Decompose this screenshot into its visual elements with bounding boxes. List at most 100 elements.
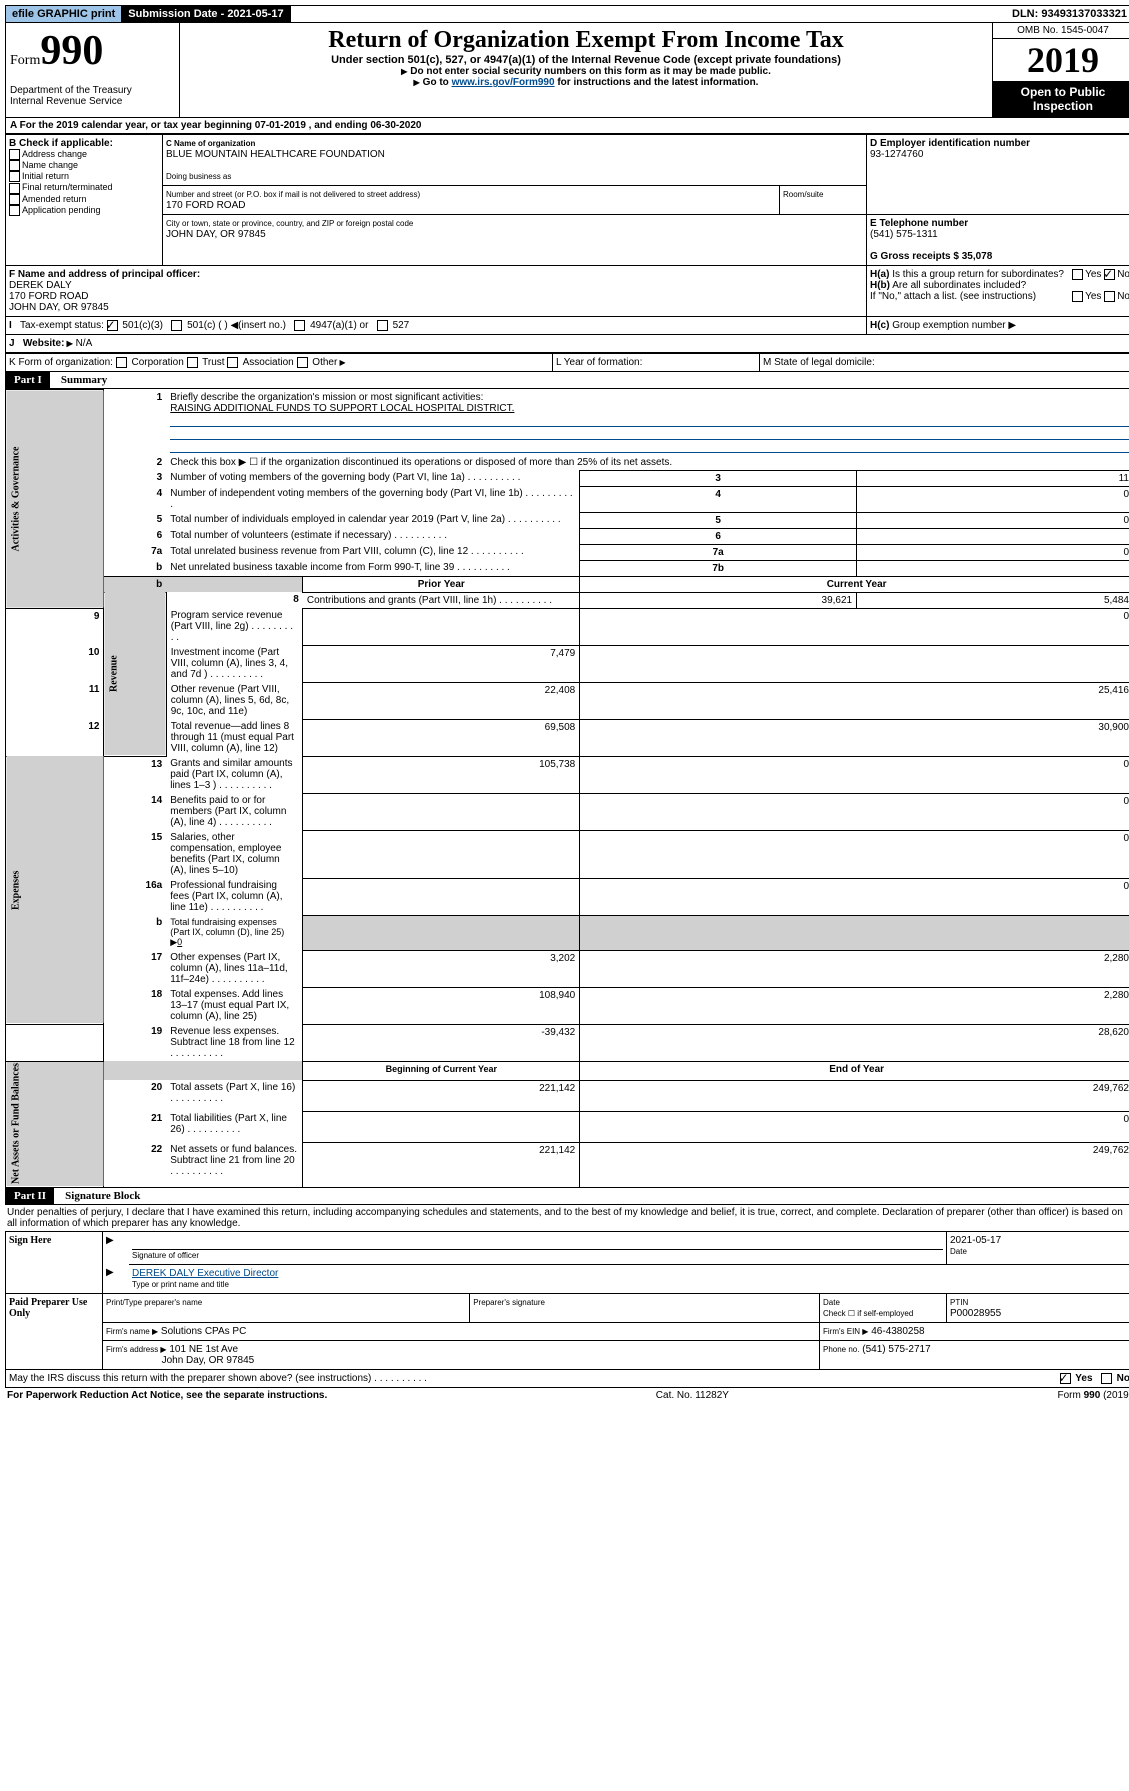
val-8p: 39,621 — [580, 592, 857, 608]
line18: Total expenses. Add lines 13–17 (must eq… — [166, 987, 303, 1024]
val-7a: 0 — [857, 544, 1129, 560]
line5: Total number of individuals employed in … — [166, 512, 580, 528]
line16b: Total fundraising expenses (Part IX, col… — [166, 915, 303, 950]
officer-addr: 170 FORD ROAD — [9, 291, 88, 302]
ein-label: D Employer identification number — [870, 138, 1030, 149]
org-name-label: C Name of organization — [166, 139, 255, 148]
officer-label: F Name and address of principal officer: — [9, 269, 200, 280]
form-title: Return of Organization Exempt From Incom… — [184, 27, 988, 54]
begin-year-header: Beginning of Current Year — [303, 1061, 580, 1080]
form-number: Form990 — [10, 27, 175, 75]
line6: Total number of volunteers (estimate if … — [166, 528, 580, 544]
sig-date: 2021-05-17 — [950, 1235, 1001, 1246]
line13: Grants and similar amounts paid (Part IX… — [166, 756, 303, 793]
chk-other[interactable] — [297, 357, 308, 368]
klm-row: K Form of organization: Corporation Trus… — [5, 353, 1129, 372]
state-domicile: M State of legal domicile: — [763, 357, 875, 368]
summary-table: Activities & Governance 1 Briefly descri… — [5, 389, 1129, 1187]
dln: DLN: 93493137033321 — [1006, 6, 1129, 22]
part1-title: Summary — [61, 374, 107, 386]
chk-trust[interactable] — [187, 357, 198, 368]
perjury-statement: Under penalties of perjury, I declare th… — [5, 1205, 1129, 1231]
line22: Net assets or fund balances. Subtract li… — [166, 1142, 303, 1187]
firm-ein: 46-4380258 — [871, 1326, 924, 1337]
subordinates-q: H(b) Are all subordinates included? — [870, 280, 1026, 291]
paperwork-notice: For Paperwork Reduction Act Notice, see … — [7, 1390, 327, 1401]
signature-table: Sign Here ▶ Signature of officer 2021-05… — [5, 1231, 1129, 1370]
line2: Check this box ▶ ☐ if the organization d… — [166, 455, 1129, 471]
officer-name: DEREK DALY — [9, 280, 72, 291]
prior-year-header: Prior Year — [303, 576, 580, 592]
section-expenses: Expenses — [6, 756, 104, 1024]
line15: Salaries, other compensation, employee b… — [166, 830, 303, 878]
form-ref: Form 990 (2019) — [1058, 1390, 1129, 1401]
val-8c: 5,484 — [857, 592, 1129, 608]
section-net: Net Assets or Fund Balances — [6, 1061, 104, 1187]
line10: Investment income (Part VIII, column (A)… — [166, 645, 303, 682]
discuss-no[interactable] — [1101, 1373, 1112, 1384]
spacer — [291, 12, 303, 16]
sign-here-label: Sign Here — [6, 1231, 103, 1293]
form-subtitle: Under section 501(c), 527, or 4947(a)(1)… — [184, 54, 988, 66]
officer-city: JOHN DAY, OR 97845 — [9, 302, 109, 313]
chk-501c3[interactable] — [107, 320, 118, 331]
chk-final-return[interactable]: Final return/terminated — [9, 182, 159, 193]
firm-name: Solutions CPAs PC — [161, 1326, 246, 1337]
line7b: Net unrelated business taxable income fr… — [166, 560, 580, 576]
part1-header: Part I — [6, 372, 50, 388]
chk-application[interactable]: Application pending — [9, 205, 159, 216]
no-ssn-note: Do not enter social security numbers on … — [184, 66, 988, 77]
chk-corp[interactable] — [116, 357, 127, 368]
chk-501c[interactable] — [171, 320, 182, 331]
line21: Total liabilities (Part X, line 26) — [166, 1111, 303, 1142]
ptin: P00028955 — [950, 1308, 1001, 1319]
line20: Total assets (Part X, line 16) — [166, 1080, 303, 1111]
val-4: 0 — [857, 486, 1129, 512]
org-name: BLUE MOUNTAIN HEALTHCARE FOUNDATION — [166, 149, 385, 160]
form-header: Form990 Department of the Treasury Inter… — [5, 23, 1129, 118]
tax-year: 2019 — [993, 39, 1129, 81]
chk-assoc[interactable] — [227, 357, 238, 368]
city: JOHN DAY, OR 97845 — [166, 229, 266, 240]
entity-info-table: B Check if applicable: Address change Na… — [5, 134, 1129, 353]
website: N/A — [76, 338, 93, 349]
chk-amended[interactable]: Amended return — [9, 194, 159, 205]
goto-link[interactable]: Go to www.irs.gov/Form990 for instructio… — [184, 77, 988, 88]
self-employed-chk[interactable]: Check ☐ if self-employed — [823, 1309, 913, 1318]
val-7b — [857, 560, 1129, 576]
line3: Number of voting members of the governin… — [166, 470, 580, 486]
val-6 — [857, 528, 1129, 544]
line19: Revenue less expenses. Subtract line 18 … — [166, 1024, 303, 1061]
chk-527[interactable] — [377, 320, 388, 331]
efile-button[interactable]: efile GRAPHIC print — [6, 6, 122, 22]
address-label: Number and street (or P.O. box if mail i… — [166, 190, 420, 199]
line4: Number of independent voting members of … — [166, 486, 580, 512]
discuss-yes[interactable] — [1060, 1373, 1071, 1384]
chk-initial-return[interactable]: Initial return — [9, 171, 159, 182]
chk-address-change[interactable]: Address change — [9, 149, 159, 160]
paid-preparer-label: Paid Preparer Use Only — [6, 1293, 103, 1369]
val-3: 11 — [857, 470, 1129, 486]
gross-receipts: G Gross receipts $ 35,078 — [870, 251, 992, 262]
cat-number: Cat. No. 11282Y — [656, 1390, 729, 1401]
city-label: City or town, state or province, country… — [166, 219, 413, 228]
line1-value: RAISING ADDITIONAL FUNDS TO SUPPORT LOCA… — [170, 403, 514, 414]
section-governance: Activities & Governance — [6, 390, 104, 609]
line11: Other revenue (Part VIII, column (A), li… — [166, 682, 303, 719]
chk-4947[interactable] — [294, 320, 305, 331]
tax-exempt-label: Tax-exempt status: — [20, 320, 104, 331]
website-label: Website: — [23, 338, 73, 349]
phone: (541) 575-1311 — [870, 229, 938, 240]
omb-number: OMB No. 1545-0047 — [993, 23, 1129, 39]
end-year-header: End of Year — [580, 1061, 1129, 1080]
line14: Benefits paid to or for members (Part IX… — [166, 793, 303, 830]
line17: Other expenses (Part IX, column (A), lin… — [166, 950, 303, 987]
tax-year-period: A For the 2019 calendar year, or tax yea… — [5, 118, 1129, 134]
chk-name-change[interactable]: Name change — [9, 160, 159, 171]
firm-phone: (541) 575-2717 — [862, 1344, 930, 1355]
firm-addr: 101 NE 1st Ave — [169, 1344, 238, 1355]
group-return-q: H(a) Is this a group return for subordin… — [870, 269, 1064, 280]
phone-label: E Telephone number — [870, 218, 968, 229]
part2-header: Part II — [6, 1188, 54, 1204]
line9: Program service revenue (Part VIII, line… — [166, 608, 303, 645]
